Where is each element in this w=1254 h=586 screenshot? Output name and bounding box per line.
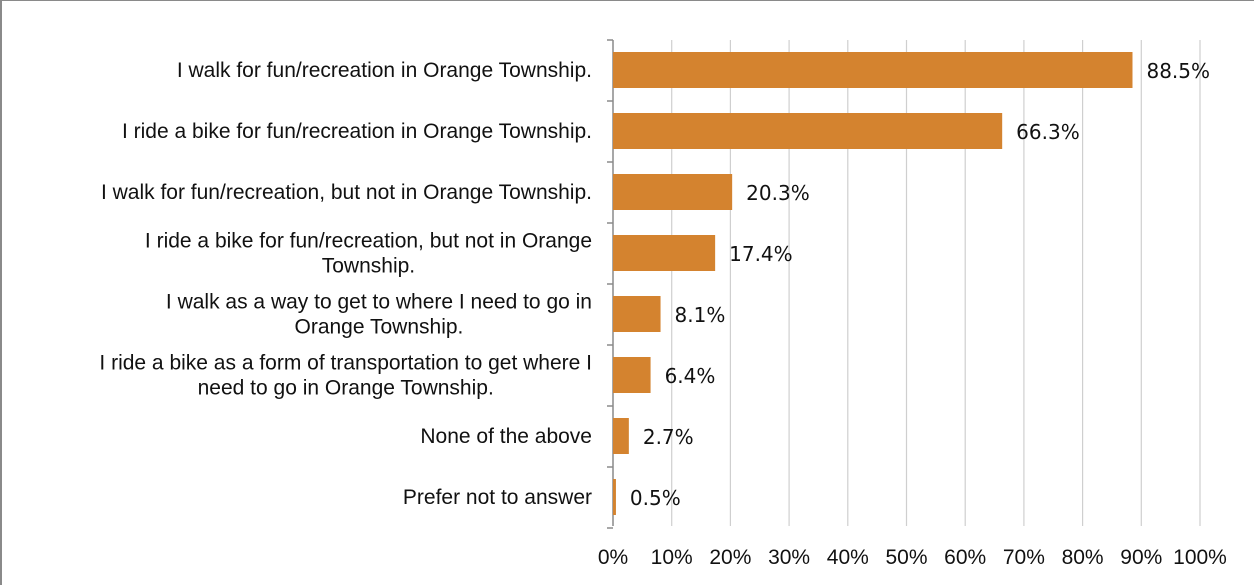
x-tick-label: 20% [709,546,751,569]
category-label-line: I walk for fun/recreation in Orange Town… [177,59,592,82]
data-label: 66.3% [1016,120,1080,144]
category-label-line: I walk as a way to get to where I need t… [166,291,592,314]
x-tick-label: 30% [768,546,810,569]
bar [613,174,733,210]
data-label: 20.3% [746,181,810,205]
bar [613,235,716,271]
category-label-line: Township. [322,255,415,278]
bar [613,418,629,454]
data-label: 6.4% [665,364,716,388]
bar [613,113,1003,149]
x-tick-label: 10% [651,546,693,569]
category-label-line: None of the above [420,425,592,448]
x-tick-label: 0% [598,546,628,569]
category-label-line: I ride a bike for fun/recreation, but no… [145,230,592,253]
x-tick-label: 50% [885,546,927,569]
category-label-line: I walk for fun/recreation, but not in Or… [101,181,592,204]
bar [613,296,661,332]
category-label: I walk for fun/recreation, but not in Or… [101,181,592,204]
data-label: 0.5% [630,486,681,510]
x-tick-label: 100% [1173,546,1227,569]
category-label-line: I ride a bike as a form of transportatio… [99,352,592,375]
x-tick-label: 60% [944,546,986,569]
category-label-line: Orange Township. [295,316,464,339]
category-label: I ride a bike for fun/recreation in Oran… [122,120,592,143]
x-tick-label: 40% [827,546,869,569]
category-label-line: Prefer not to answer [403,486,592,509]
data-label: 17.4% [729,242,793,266]
bar [613,357,651,393]
category-label: None of the above [420,425,592,448]
data-label: 8.1% [675,303,726,327]
x-tick-label: 70% [1003,546,1045,569]
category-label: I walk for fun/recreation in Orange Town… [177,59,592,82]
category-label: I ride a bike for fun/recreation, but no… [145,230,592,278]
bar [613,479,616,515]
category-label: I ride a bike as a form of transportatio… [99,352,592,400]
category-label: Prefer not to answer [403,486,592,509]
data-label: 2.7% [643,425,694,449]
x-tick-label: 80% [1062,546,1104,569]
category-label-line: need to go in Orange Township. [198,377,494,400]
data-label: 88.5% [1146,59,1210,83]
category-label: I walk as a way to get to where I need t… [166,291,592,339]
bar [613,52,1133,88]
x-tick-label: 90% [1120,546,1162,569]
category-label-line: I ride a bike for fun/recreation in Oran… [122,120,592,143]
